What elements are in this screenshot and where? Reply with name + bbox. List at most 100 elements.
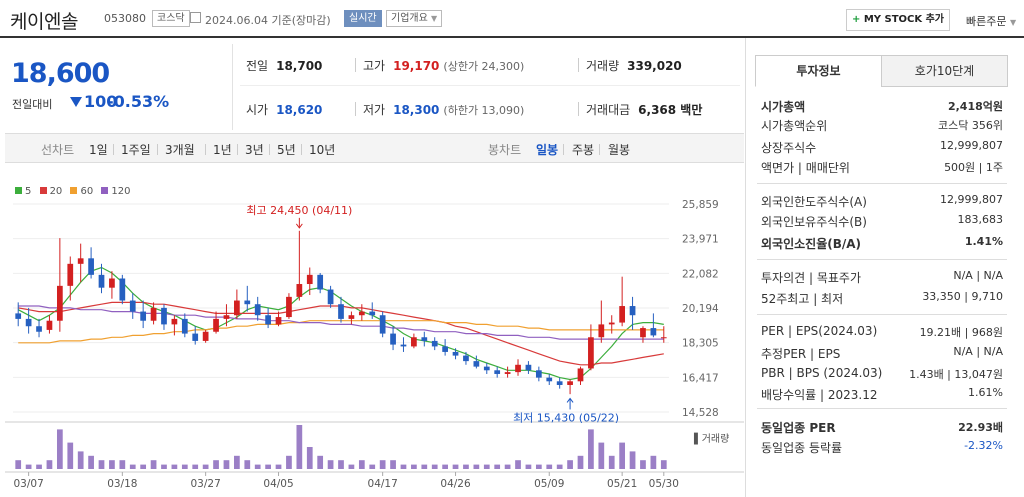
volume-bar <box>15 460 22 469</box>
candle-body <box>473 361 480 367</box>
company-info-dropdown[interactable]: 기업개요 ▼ <box>386 10 443 27</box>
y-tick-label: 22,082 <box>682 268 719 280</box>
legend-swatch-20 <box>39 187 47 194</box>
y-tick-label: 20,194 <box>682 303 719 315</box>
volume-bar <box>119 460 126 469</box>
candle-body <box>77 258 84 264</box>
info-label: 외국인한도주식수(A) <box>761 195 867 209</box>
volume-bar <box>202 464 209 469</box>
volume-bar <box>348 464 355 469</box>
candle-body <box>358 311 365 316</box>
x-tick-label: 05/09 <box>534 478 564 490</box>
candle-chart-button[interactable]: 봉차트 <box>488 143 522 157</box>
legend-swatch-60 <box>70 187 78 194</box>
volume-bar <box>213 460 219 469</box>
divider <box>757 408 1007 409</box>
candle-body <box>140 311 147 321</box>
weekly-candle-button[interactable]: 주봉 <box>572 143 595 157</box>
volume-bar <box>25 464 32 469</box>
info-value: 500원 | 1주 <box>944 161 1003 174</box>
candle-body <box>463 355 469 362</box>
volume-bar <box>535 464 542 469</box>
candle-body <box>379 315 386 334</box>
quick-order-dropdown[interactable]: 빠른주문 ▼ <box>966 15 1017 28</box>
volume-bar <box>473 464 480 469</box>
info-value: 1.43배 | 13,047원 <box>909 368 1003 381</box>
candle-body <box>348 315 355 319</box>
candle-body <box>109 278 115 288</box>
period-5y[interactable]: 5년 <box>277 143 296 157</box>
candle-body <box>36 326 42 332</box>
info-label: 추정PER | EPS <box>761 347 841 361</box>
volume-bar <box>608 455 615 469</box>
monthly-candle-button[interactable]: 월봉 <box>608 143 631 157</box>
volume-bar <box>98 460 105 469</box>
info-value: N/A | N/A <box>953 345 1003 358</box>
y-tick-label: 16,417 <box>682 372 719 384</box>
low-price: 저가 18,300 (하한가 13,090) <box>363 103 525 117</box>
candle-body <box>494 370 501 374</box>
candle-body <box>46 320 53 330</box>
period-3m[interactable]: 3개월 <box>165 143 195 157</box>
tab-orderbook-10[interactable]: 호가10단계 <box>881 55 1008 87</box>
period-3y[interactable]: 3년 <box>245 143 264 157</box>
y-tick-label: 18,305 <box>682 338 719 350</box>
candle-body <box>369 311 376 316</box>
volume-bar <box>181 464 188 469</box>
my-stock-add-button[interactable]: + MY STOCK 추가 <box>846 9 950 31</box>
info-label: PBR | BPS (2024.03) <box>761 366 883 380</box>
info-row: 52주최고 | 최저 33,350 | 9,710 <box>761 290 1003 308</box>
divider <box>578 102 579 116</box>
candle-body <box>119 278 126 301</box>
candle-body <box>483 366 490 371</box>
info-row: 외국인보유주식수(B) 183,683 <box>761 213 1003 231</box>
y-tick-label: 14,528 <box>682 407 719 419</box>
volume-bar <box>265 464 271 469</box>
divider <box>355 102 356 116</box>
info-value: 12,999,807 <box>940 193 1003 206</box>
volume-bar <box>640 460 646 469</box>
volume-bar <box>379 460 386 469</box>
info-label: 상장주식수 <box>761 141 817 155</box>
realtime-button[interactable]: 실시간 <box>344 10 382 27</box>
x-tick-label: 05/21 <box>607 478 637 490</box>
tab-invest-info[interactable]: 투자정보 <box>755 55 882 87</box>
candle-body <box>213 318 219 332</box>
volume-bar <box>577 455 584 469</box>
volume-bar <box>88 455 94 469</box>
period-1d[interactable]: 1일 <box>89 143 108 157</box>
prev-close: 전일 18,700 <box>246 59 323 73</box>
stock-name: 케이엔솔 <box>10 11 78 33</box>
candle-body <box>567 381 573 385</box>
candle-body <box>525 364 532 371</box>
market-badge: 코스닥 <box>152 10 190 27</box>
volume-bar <box>421 464 428 469</box>
volume-bar <box>244 460 251 469</box>
info-row: 상장주식수 12,999,807 <box>761 139 1003 157</box>
candle-body <box>67 263 74 286</box>
line-chart-button[interactable]: 선차트 <box>41 143 75 157</box>
volume-bar <box>629 451 636 469</box>
info-row: 액면가 | 매매단위 500원 | 1주 <box>761 159 1003 177</box>
volume-bar <box>546 464 553 469</box>
legend-swatch-120 <box>101 187 109 194</box>
period-1w[interactable]: 1주일 <box>121 143 151 157</box>
volume-bar <box>515 460 521 469</box>
volume-bar <box>556 464 563 469</box>
period-bar: 선차트 1일 1주일 3개월 1년 3년 5년 10년 봉차트 일봉 주봉 월봉 <box>5 133 744 163</box>
candle-body <box>317 274 324 290</box>
x-tick-label: 04/17 <box>368 478 398 490</box>
info-value: 12,999,807 <box>940 139 1003 152</box>
candle-body <box>431 340 438 347</box>
candle-body <box>161 307 167 325</box>
volume-bar <box>67 442 74 469</box>
divider <box>578 58 579 72</box>
candle-body <box>400 344 407 347</box>
info-value: 22.93배 <box>958 421 1003 434</box>
candle-body <box>608 322 615 325</box>
period-1y[interactable]: 1년 <box>213 143 232 157</box>
daily-candle-button[interactable]: 일봉 <box>536 143 559 157</box>
info-value: -2.32% <box>964 439 1003 452</box>
price-chart[interactable]: 25,859 23,971 22,082 20,194 18,305 16,417 14,5… <box>5 170 744 492</box>
period-10y[interactable]: 10년 <box>309 143 336 157</box>
